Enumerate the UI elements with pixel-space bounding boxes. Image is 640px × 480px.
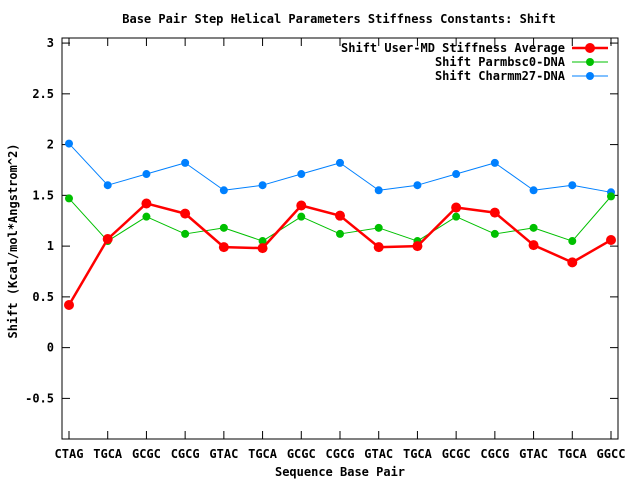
axis-ticks: -0.5 0 0.5 1 1.5 2 2.5 3 CTAG TGCA GCGC CGCG GTAC TGC… bbox=[25, 36, 625, 461]
x-tick-label: GGCC bbox=[597, 447, 626, 461]
data-point bbox=[296, 200, 307, 211]
y-tick-label: 0.5 bbox=[32, 290, 54, 304]
x-tick-label: GTAC bbox=[364, 447, 393, 461]
data-point bbox=[529, 186, 538, 195]
data-point bbox=[181, 229, 190, 238]
legend-label: Shift User-MD Stiffness Average bbox=[341, 41, 565, 55]
x-tick-label: TGCA bbox=[248, 447, 278, 461]
y-tick-label: 2 bbox=[47, 138, 54, 152]
data-point bbox=[489, 207, 500, 218]
data-point bbox=[64, 299, 74, 310]
legend-marker bbox=[586, 72, 594, 80]
data-point bbox=[335, 210, 345, 221]
x-tick-label: GCGC bbox=[132, 447, 161, 461]
x-tick-label: GCGC bbox=[287, 447, 316, 461]
data-point bbox=[336, 158, 344, 167]
y-tick-label: 2.5 bbox=[32, 87, 54, 101]
y-tick-label: 1.5 bbox=[32, 188, 54, 202]
data-point bbox=[568, 181, 577, 190]
legend-label: Shift Parmbsc0-DNA bbox=[435, 55, 566, 69]
x-tick-label: CGCG bbox=[480, 447, 509, 461]
y-tick-label: 0 bbox=[47, 341, 54, 355]
data-point bbox=[258, 237, 267, 246]
data-point bbox=[374, 186, 383, 195]
legend-item: Shift Charmm27-DNA bbox=[435, 69, 608, 83]
y-tick-label: 3 bbox=[47, 36, 54, 50]
data-point bbox=[180, 208, 191, 219]
data-point bbox=[297, 170, 306, 179]
data-point bbox=[142, 212, 151, 221]
data-point bbox=[606, 235, 616, 246]
x-tick-label: GTAC bbox=[209, 447, 238, 461]
data-point bbox=[451, 202, 462, 213]
data-point bbox=[258, 181, 267, 190]
data-point bbox=[65, 139, 73, 148]
x-tick-label: TGCA bbox=[403, 447, 433, 461]
data-point bbox=[528, 240, 539, 251]
x-tick-label: CGCG bbox=[326, 447, 355, 461]
data-point bbox=[607, 192, 615, 201]
data-point bbox=[568, 237, 577, 246]
legend-marker bbox=[585, 43, 595, 53]
data-point bbox=[373, 242, 384, 253]
data-point bbox=[219, 186, 228, 195]
data-point bbox=[142, 170, 151, 179]
x-tick-label: TGCA bbox=[93, 447, 123, 461]
legend-marker bbox=[586, 58, 594, 66]
x-axis-label: Sequence Base Pair bbox=[275, 465, 405, 479]
x-tick-label: GCGC bbox=[442, 447, 471, 461]
data-point bbox=[452, 170, 461, 179]
data-point bbox=[219, 223, 228, 232]
series-shift-user-md-stiffness-average bbox=[64, 198, 616, 310]
data-point bbox=[452, 212, 461, 221]
data-point bbox=[141, 198, 152, 209]
data-point bbox=[490, 158, 499, 167]
data-point bbox=[490, 229, 499, 238]
plot-frame bbox=[61, 37, 619, 440]
data-point bbox=[103, 181, 112, 190]
x-tick-label: CTAG bbox=[55, 447, 84, 461]
x-tick-label: GTAC bbox=[519, 447, 548, 461]
legend-label: Shift Charmm27-DNA bbox=[435, 69, 566, 83]
series-layer bbox=[64, 139, 616, 310]
data-point bbox=[65, 194, 73, 203]
x-tick-label: TGCA bbox=[558, 447, 588, 461]
y-tick-label: 1 bbox=[47, 239, 54, 253]
y-axis-label: Shift (Kcal/mol*Angstrom^2) bbox=[6, 143, 20, 338]
series-shift-charmm27-dna bbox=[65, 139, 615, 197]
data-point bbox=[257, 243, 268, 254]
data-point bbox=[529, 223, 538, 232]
legend-item: Shift User-MD Stiffness Average bbox=[341, 41, 608, 55]
data-point bbox=[567, 257, 578, 268]
x-tick-label: CGCG bbox=[171, 447, 200, 461]
y-tick-label: -0.5 bbox=[25, 391, 54, 405]
data-point bbox=[412, 241, 423, 252]
data-point bbox=[102, 234, 113, 245]
data-point bbox=[374, 223, 383, 232]
data-point bbox=[413, 181, 422, 190]
series-line bbox=[68, 143, 612, 193]
legend-item: Shift Parmbsc0-DNA bbox=[435, 55, 608, 69]
data-point bbox=[181, 158, 190, 167]
data-point bbox=[218, 242, 229, 253]
data-point bbox=[297, 212, 306, 221]
data-point bbox=[336, 229, 344, 238]
chart-title: Base Pair Step Helical Parameters Stiffn… bbox=[122, 12, 555, 26]
